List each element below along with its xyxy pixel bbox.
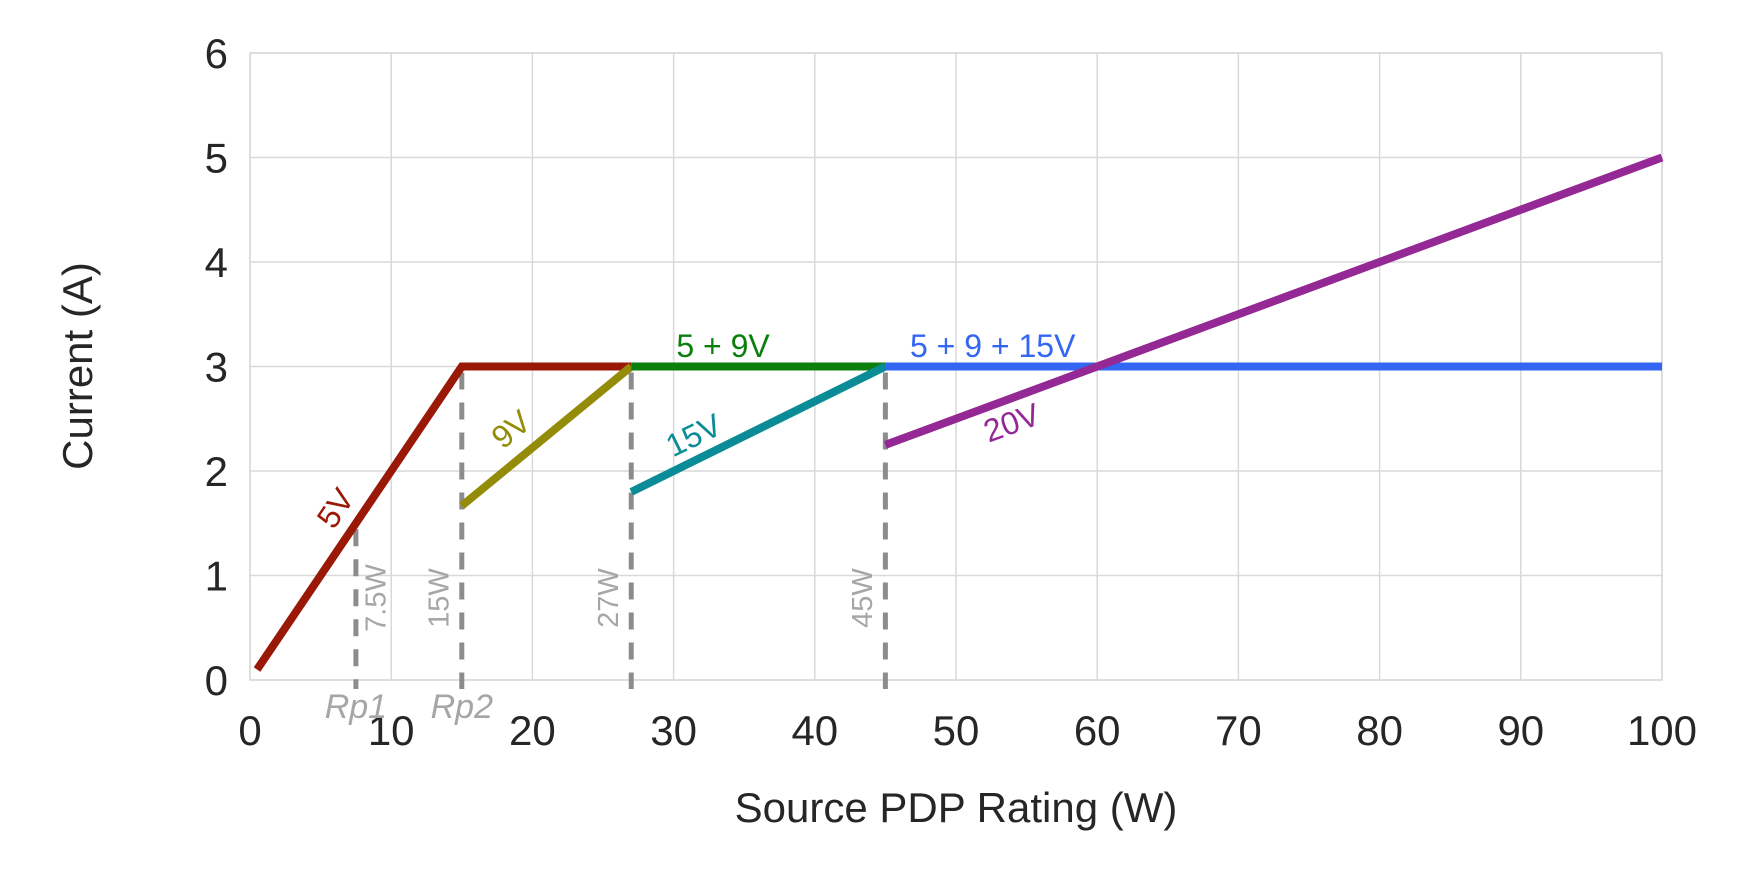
axis-annotations: Rp1 Rp2 (325, 688, 493, 726)
x-tick-label-0: 0 (238, 707, 261, 754)
y-tick-label-5: 5 (205, 135, 228, 182)
series-line-5V (253, 362, 632, 672)
reference-label-45W: 45W (847, 568, 879, 628)
y-axis-title: Current (A) (54, 262, 101, 470)
x-tick-label-50: 50 (933, 707, 980, 754)
x-tick-label-100: 100 (1627, 707, 1697, 754)
annotation-Rp1: Rp1 (325, 688, 387, 726)
series-label-5+9+15V: 5 + 9 + 15V (910, 328, 1076, 364)
x-tick-label-80: 80 (1356, 707, 1403, 754)
series-label-5+9V: 5 + 9V (676, 328, 770, 364)
x-tick-label-60: 60 (1074, 707, 1121, 754)
series-line-9V (459, 363, 634, 509)
y-tick-label-2: 2 (205, 448, 228, 495)
x-tick-label-40: 40 (791, 707, 838, 754)
x-tick-label-10: 10 (368, 707, 415, 754)
y-tick-label-6: 6 (205, 30, 228, 77)
reference-label-7.5W: 7.5W (361, 564, 393, 632)
x-tick-label-20: 20 (509, 707, 556, 754)
y-tick-label-0: 0 (205, 657, 228, 704)
x-tick-label-70: 70 (1215, 707, 1262, 754)
tick-labels: 0 10 20 30 40 50 60 70 80 90 100 0 1 2 3 4 5 6 (205, 30, 1697, 754)
reference-label-15W: 15W (423, 568, 455, 628)
series-label-15V: 15V (660, 406, 728, 464)
x-tick-label-90: 90 (1497, 707, 1544, 754)
x-tick-label-30: 30 (650, 707, 697, 754)
series-line-15V (629, 362, 888, 496)
annotation-Rp2: Rp2 (431, 688, 493, 726)
x-axis-title: Source PDP Rating (W) (735, 784, 1178, 831)
y-tick-label-1: 1 (205, 553, 228, 600)
reference-lines: 7.5W 15W 27W 45W (353, 372, 888, 689)
y-tick-label-3: 3 (205, 344, 228, 391)
y-tick-label-4: 4 (205, 239, 228, 286)
series-lines (253, 153, 1664, 672)
series-line-20V (884, 153, 1664, 449)
reference-label-27W: 27W (593, 568, 625, 628)
